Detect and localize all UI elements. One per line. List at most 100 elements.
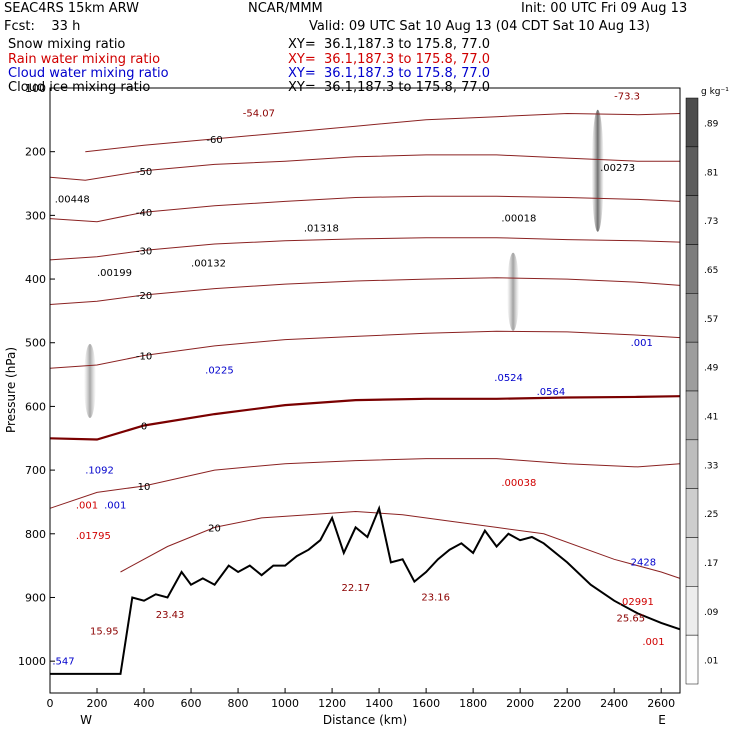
valid-time: Valid: 09 UTC Sat 10 Aug 13 (04 CDT Sat … bbox=[309, 19, 650, 34]
maxima-label: .01795 bbox=[76, 531, 111, 542]
x-tick-label: 1600 bbox=[412, 697, 440, 710]
field-rain-name: Rain water mixing ratio bbox=[8, 52, 161, 67]
x-tick-label: 0 bbox=[47, 697, 54, 710]
field-cloud-water-xy: XY= 36.1,187.3 to 175.8, 77.0 bbox=[288, 66, 491, 81]
maxima-label: .00448 bbox=[55, 195, 90, 206]
x-tick-label: 2200 bbox=[553, 697, 581, 710]
maxima-label: .00199 bbox=[97, 268, 132, 279]
contour-0 bbox=[49, 395, 681, 441]
contour--60 bbox=[85, 112, 681, 153]
x-tick-label: 800 bbox=[228, 697, 249, 710]
maxima-label: 15.95 bbox=[90, 626, 119, 637]
org-title: NCAR/MMM bbox=[248, 1, 323, 16]
contour-label: -40 bbox=[136, 208, 152, 219]
colorbar-unit: g kg⁻¹ bbox=[701, 87, 729, 97]
colorbar-swatch bbox=[685, 634, 699, 685]
maxima-label: .01318 bbox=[304, 223, 339, 234]
maxima-label: .02991 bbox=[619, 597, 654, 608]
maxima-label: .001 bbox=[631, 338, 653, 349]
contour-label: -20 bbox=[136, 291, 152, 302]
y-tick-label: 700 bbox=[25, 464, 46, 477]
y-tick-label: 300 bbox=[25, 209, 46, 222]
field-snow-xy: XY= 36.1,187.3 to 175.8, 77.0 bbox=[288, 37, 491, 52]
x-tick-label: 1200 bbox=[318, 697, 346, 710]
colorbar-label: .81 bbox=[704, 168, 718, 178]
maxima-label: 23.43 bbox=[156, 610, 185, 621]
y-tick-label: 600 bbox=[25, 400, 46, 413]
colorbar-swatch bbox=[685, 390, 699, 441]
maxima-label: 25.65 bbox=[617, 614, 646, 625]
x-tick-label: 2600 bbox=[647, 697, 675, 710]
y-tick-label: 1000 bbox=[18, 655, 46, 668]
maxima-label: .00038 bbox=[501, 478, 536, 489]
contour-label: -10 bbox=[136, 351, 152, 362]
y-tick-label: 500 bbox=[25, 337, 46, 350]
colorbar-swatch bbox=[685, 244, 699, 294]
east-label: E bbox=[658, 713, 666, 727]
y-axis-label: Pressure (hPa) bbox=[4, 347, 18, 433]
contour--50 bbox=[49, 154, 680, 181]
maxima-label: .001 bbox=[104, 500, 126, 511]
maxima-label: .00018 bbox=[501, 214, 536, 225]
maxima-label: .0564 bbox=[537, 387, 566, 398]
maxima-label: 2428 bbox=[631, 558, 656, 569]
y-tick-label: 800 bbox=[25, 528, 46, 541]
maxima-label: 22.17 bbox=[341, 583, 370, 594]
maxima-label: .001 bbox=[642, 637, 664, 648]
colorbar-swatch bbox=[685, 439, 699, 489]
colorbar-swatch bbox=[685, 341, 699, 392]
colorbar-label: .01 bbox=[704, 657, 718, 667]
snow-shading-layer bbox=[83, 109, 604, 418]
contour-label: -60 bbox=[206, 135, 222, 146]
contour-label: 0 bbox=[141, 422, 147, 433]
temperature-contours: -60 -50 -40 -30 -20 -10 0 10 20 bbox=[49, 112, 681, 579]
field-snow-name: Snow mixing ratio bbox=[8, 37, 126, 52]
colorbar-label: .49 bbox=[704, 364, 719, 374]
colorbar-label: .41 bbox=[704, 412, 718, 422]
x-tick-label: 1800 bbox=[459, 697, 487, 710]
x-tick-label: 2000 bbox=[506, 697, 534, 710]
contour-label: -50 bbox=[136, 167, 152, 178]
x-tick-label: 2400 bbox=[600, 697, 628, 710]
colorbar-swatch bbox=[685, 195, 699, 245]
y-tick-label: 900 bbox=[25, 591, 46, 604]
west-label: W bbox=[80, 713, 92, 727]
contour--20 bbox=[49, 277, 681, 305]
colorbar-swatch bbox=[685, 488, 699, 538]
colorbar-label: .33 bbox=[704, 461, 718, 471]
colorbar-label: .25 bbox=[704, 510, 718, 520]
maxima-label: .0225 bbox=[205, 365, 234, 376]
maxima-label: .0524 bbox=[494, 373, 523, 384]
maxima-label: 23.16 bbox=[421, 593, 450, 604]
colorbar-swatch bbox=[685, 293, 699, 343]
snow-max-0 bbox=[591, 109, 604, 232]
colorbar-label: .17 bbox=[704, 559, 718, 569]
maxima-label: .001 bbox=[76, 500, 98, 511]
maxima-label: .00273 bbox=[600, 163, 635, 174]
terrain-layer bbox=[50, 504, 681, 675]
field-cloud-water-name: Cloud water mixing ratio bbox=[8, 66, 169, 81]
colorbar-swatch bbox=[685, 146, 699, 196]
contour-10 bbox=[49, 458, 681, 509]
maxima-label: .00132 bbox=[191, 258, 226, 269]
y-tick-label: 200 bbox=[25, 146, 46, 159]
init-time: Init: 00 UTC Fri 09 Aug 13 bbox=[521, 1, 688, 16]
x-tick-label: 400 bbox=[134, 697, 155, 710]
maxima-label: .547 bbox=[52, 656, 74, 667]
x-axis-label: Distance (km) bbox=[323, 713, 407, 727]
colorbar-label: .09 bbox=[704, 608, 719, 618]
maxima-labels: -54.07 -73.3 .00273 .00448 .01318 .00018 .0013… bbox=[52, 91, 664, 667]
contour--40 bbox=[49, 195, 681, 223]
colorbar-swatch bbox=[685, 586, 699, 636]
y-tick-label: 100 bbox=[25, 82, 46, 95]
x-tick-label: 1000 bbox=[271, 697, 299, 710]
x-tick-label: 200 bbox=[87, 697, 108, 710]
x-tick-label: 1400 bbox=[365, 697, 393, 710]
contour--10 bbox=[49, 330, 681, 369]
x-tick-label: 600 bbox=[181, 697, 202, 710]
terrain-line bbox=[50, 504, 681, 675]
contour--30 bbox=[49, 237, 681, 261]
colorbar-swatch bbox=[685, 537, 699, 587]
contour-label: 20 bbox=[208, 523, 221, 534]
